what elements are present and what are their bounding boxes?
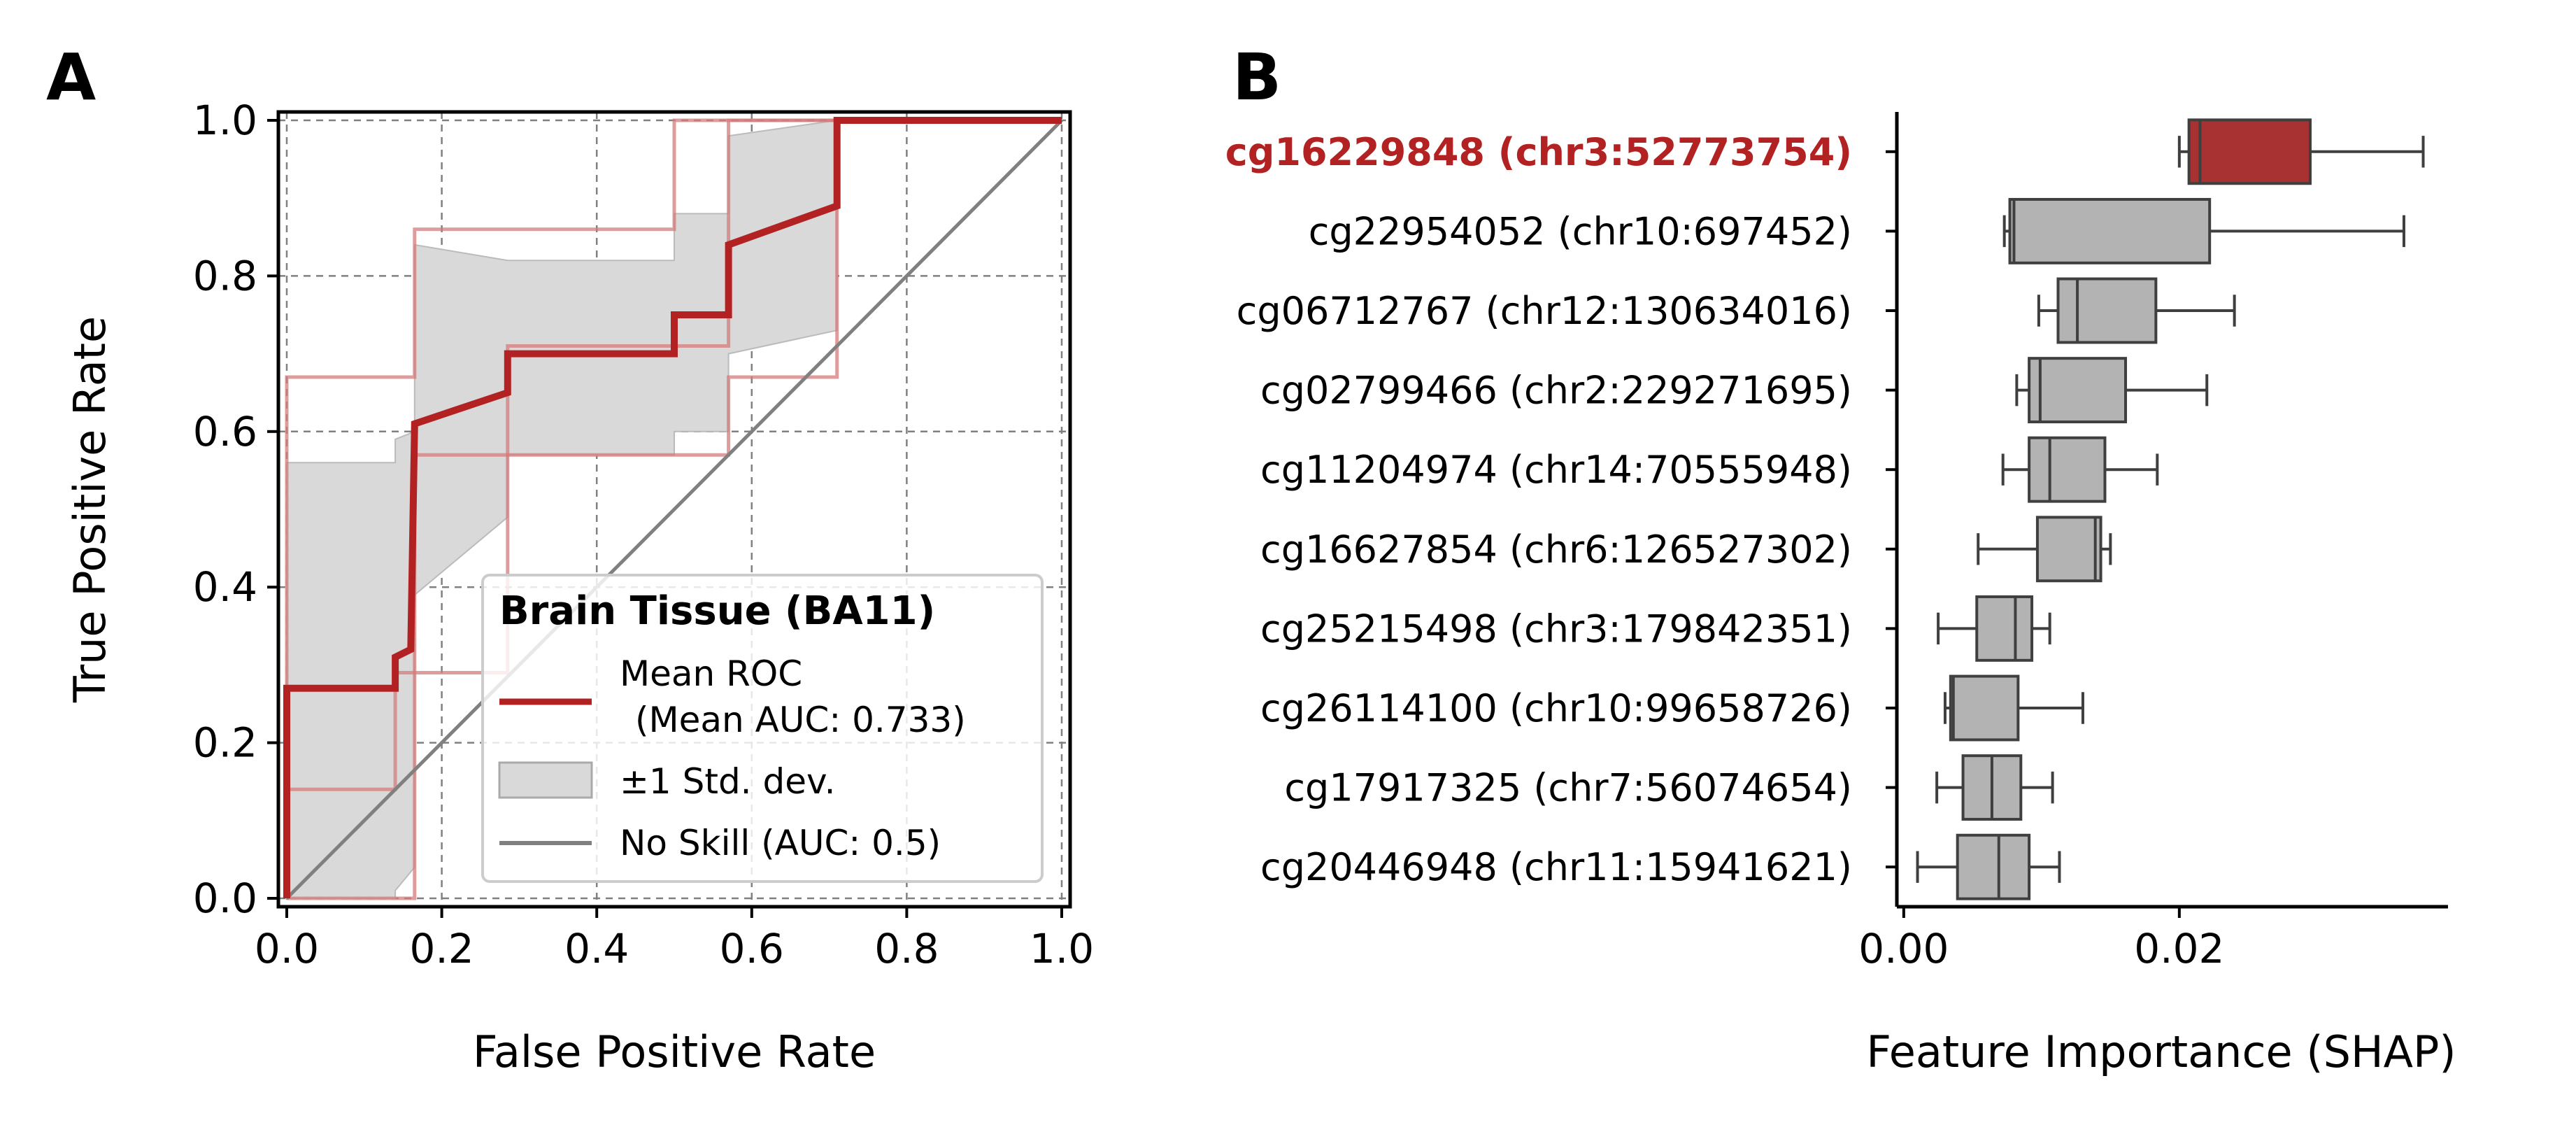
roc-chart: 0.0 0.2 0.4 0.6 0.8 1.0 0.0 0.2 0.4 0.6 0.8 1.0 Fal… xyxy=(64,97,1094,1077)
shap-x-tick-label-1: 0.02 xyxy=(2134,925,2224,972)
roc-y-tick-label-1: 0.2 xyxy=(193,719,257,767)
feature-box-9 xyxy=(1916,833,2061,900)
feature-label-9: cg20446948 (chr11:15941621) xyxy=(1260,845,1852,889)
shap-x-axis-label: Feature Importance (SHAP) xyxy=(1866,1026,2456,1077)
legend-mean-auc-label: (Mean AUC: 0.733) xyxy=(635,700,966,740)
mean-roc-line xyxy=(283,117,1062,898)
feature-label-3: cg02799466 (chr2:229271695) xyxy=(1260,369,1852,413)
feature-labels: cg16229848 (chr3:52773754) cg22954052 (ch… xyxy=(1225,130,1852,889)
shap-boxes xyxy=(1916,118,2425,900)
fold-roc-curve-0 xyxy=(285,118,1062,898)
feature-box-3 xyxy=(2015,357,2209,424)
feature-label-0: cg16229848 (chr3:52773754) xyxy=(1225,130,1852,174)
iqr-box-7 xyxy=(1949,674,2020,742)
feature-label-8: cg17917325 (chr7:56074654) xyxy=(1284,766,1852,810)
roc-x-tick-label-5: 1.0 xyxy=(1030,925,1094,972)
roc-x-tick-label-1: 0.2 xyxy=(409,925,474,972)
roc-x-tick-label-2: 0.4 xyxy=(564,925,629,972)
feature-box-5 xyxy=(1977,516,2112,583)
roc-ticks: 0.0 0.2 0.4 0.6 0.8 1.0 0.0 0.2 0.4 0.6 0.8 1.0 xyxy=(193,97,1094,972)
shap-x-tick-label-0: 0.00 xyxy=(1858,925,1949,972)
iqr-box-1 xyxy=(2008,197,2212,264)
roc-y-tick-label-0: 0.0 xyxy=(193,875,257,922)
feature-box-8 xyxy=(1935,754,2054,821)
legend-box xyxy=(481,574,1044,883)
iqr-box-2 xyxy=(2056,277,2158,344)
fold-roc-curves xyxy=(285,118,1062,900)
roc-axes-frame xyxy=(276,110,1072,909)
no-skill-line-group xyxy=(285,119,1063,900)
feature-label-7: cg26114100 (chr10:99658726) xyxy=(1260,686,1852,730)
feature-box-4 xyxy=(2001,436,2159,503)
feature-box-6 xyxy=(1937,595,2051,662)
feature-box-1 xyxy=(2002,197,2405,264)
legend-std-swatch xyxy=(498,761,593,799)
iqr-box-4 xyxy=(2028,436,2107,503)
fold-roc-curve-2 xyxy=(287,118,1062,900)
feature-label-6: cg25215498 (chr3:179842351) xyxy=(1260,607,1852,651)
roc-x-tick-label-0: 0.0 xyxy=(255,925,319,972)
roc-y-tick-label-4: 0.8 xyxy=(193,252,257,299)
feature-label-2: cg06712767 (chr12:130634016) xyxy=(1237,289,1852,333)
feature-box-7 xyxy=(1943,674,2084,742)
roc-x-axis-label: False Positive Rate xyxy=(473,1026,876,1077)
legend-mean-roc-label: Mean ROC xyxy=(620,653,802,694)
iqr-box-0 xyxy=(2187,118,2312,185)
shap-boxplot-chart: cg16229848 (chr3:52773754) cg22954052 (ch… xyxy=(1225,112,2456,1077)
roc-y-tick-label-5: 1.0 xyxy=(193,97,257,144)
roc-y-axis-label: True Positive Rate xyxy=(64,316,115,703)
feature-label-5: cg16627854 (chr6:126527302) xyxy=(1260,528,1852,572)
panel-a-letter: A xyxy=(46,40,96,115)
mean-roc-group xyxy=(283,117,1062,898)
iqr-box-5 xyxy=(2035,516,2102,583)
roc-x-tick-label-3: 0.6 xyxy=(720,925,784,972)
shap-axes: 0.00 0.02 xyxy=(1858,112,2448,972)
no-skill-line xyxy=(285,119,1063,900)
legend-title: Brain Tissue (BA11) xyxy=(499,588,935,634)
feature-box-0 xyxy=(2177,118,2425,185)
iqr-box-9 xyxy=(1956,833,2031,900)
feature-label-1: cg22954052 (chr10:697452) xyxy=(1309,209,1852,253)
iqr-box-6 xyxy=(1975,595,2034,662)
iqr-box-3 xyxy=(2028,357,2128,424)
legend-std-label: ±1 Std. dev. xyxy=(620,761,836,802)
legend-no-skill-label: No Skill (AUC: 0.5) xyxy=(620,823,941,863)
roc-y-tick-label-2: 0.4 xyxy=(193,563,257,611)
feature-box-2 xyxy=(2037,277,2236,344)
feature-label-4: cg11204974 (chr14:70555948) xyxy=(1260,448,1852,492)
roc-legend: Brain Tissue (BA11) Mean ROC (Mean AUC: … xyxy=(481,574,1044,883)
roc-frame xyxy=(276,110,1072,909)
panel-b-letter: B xyxy=(1232,40,1281,115)
roc-x-tick-label-4: 0.8 xyxy=(874,925,939,972)
roc-y-tick-label-3: 0.6 xyxy=(193,408,257,455)
